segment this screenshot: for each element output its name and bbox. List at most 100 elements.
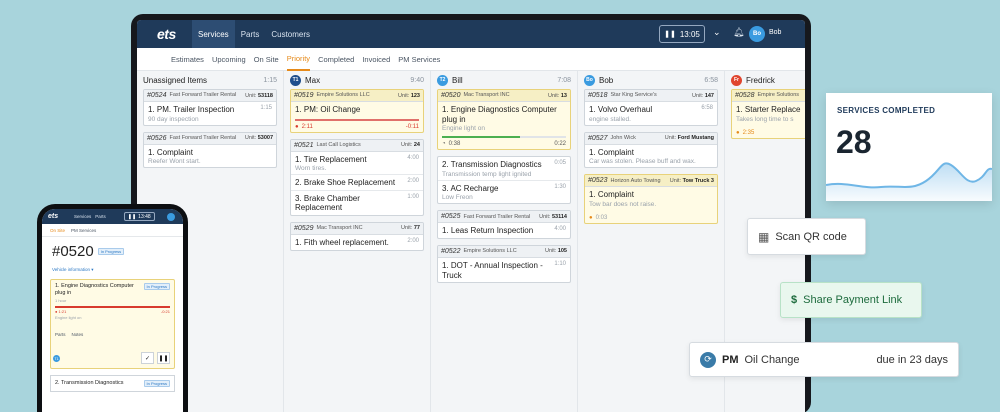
nav-tab-customers[interactable]: Customers bbox=[271, 29, 311, 39]
work-order-card[interactable]: 2. Transmission Diagnostics 0:05 Transmiss… bbox=[437, 156, 571, 205]
tab-on-site[interactable]: On Site bbox=[253, 54, 279, 64]
task-hours: 2:00 bbox=[407, 178, 419, 185]
column-title: Max bbox=[305, 75, 321, 85]
vehicle-info-toggle[interactable]: Vehicle information ▾ bbox=[42, 260, 183, 273]
pause-icon: ❚❚ bbox=[158, 355, 169, 362]
tech-avatar: T1 bbox=[290, 74, 301, 86]
work-order-card[interactable]: #0523 Horizon Auto Towing Unit: Tow Truck … bbox=[584, 174, 718, 224]
work-order-number: #0524 bbox=[147, 92, 167, 99]
task-item[interactable]: 1. PM: Oil Change ● 2:11 -0:11 bbox=[291, 102, 423, 132]
tab-completed[interactable]: Completed bbox=[318, 54, 355, 64]
mobile-tab-pm-services[interactable]: PM Services bbox=[71, 227, 97, 233]
task-item[interactable]: 1. Volvo Overhaul 6:58 engine stalled. bbox=[585, 102, 717, 125]
pm-service-name: Oil Change bbox=[744, 353, 800, 366]
avatar[interactable]: Bo bbox=[749, 26, 765, 42]
column-title: Fredrick bbox=[746, 75, 775, 85]
task-item[interactable]: 1. Engine Diagnostics Computer plug in En… bbox=[438, 102, 570, 149]
task-item[interactable]: 1. Complaint Tow bar does not raise. ● 0:03 bbox=[585, 187, 717, 223]
task-item[interactable]: 1. DOT - Annual Inspection - Truck 1:10 bbox=[438, 258, 570, 282]
overdue-icon: ● bbox=[295, 123, 299, 130]
task-item[interactable]: 2. Brake Shoe Replacement 2:00 bbox=[291, 174, 423, 190]
pm-label: PM bbox=[722, 353, 739, 366]
task-title: 1. Starter Replace bbox=[736, 105, 801, 114]
work-order-card[interactable]: #0522 Empire Solutions LLC Unit: 105 1. DOT… bbox=[437, 244, 571, 284]
customer-name: Empire Solutions bbox=[757, 92, 800, 99]
mobile-remaining-time: -0:21 bbox=[160, 309, 170, 315]
pm-due-notification[interactable]: ⟳ PM Oil Change due in 23 days bbox=[689, 342, 959, 377]
task-item[interactable]: 1. PM. Trailer Inspection 1:15 90 day insp… bbox=[144, 102, 276, 125]
unit-info: Unit: 53114 bbox=[539, 214, 567, 220]
mobile-tab-notes[interactable]: Notes bbox=[71, 332, 84, 338]
mobile-avatar[interactable] bbox=[166, 212, 175, 221]
work-order-card[interactable]: #0526 Fast Forward Trailer Rental Unit: 53… bbox=[143, 131, 277, 169]
share-payment-link-button[interactable]: $ Share Payment Link bbox=[780, 282, 922, 318]
mobile-tab-parts[interactable]: Parts bbox=[55, 332, 66, 338]
scan-qr-button[interactable]: ▦ Scan QR code bbox=[747, 218, 866, 255]
tab-pm-services[interactable]: PM Services bbox=[398, 54, 441, 64]
work-order-number: #0520 bbox=[52, 243, 94, 260]
complete-button[interactable]: ✓ bbox=[141, 352, 154, 364]
work-order-card[interactable]: #0520 Mac Transport INC Unit: 13 1. Engine … bbox=[437, 89, 571, 151]
work-order-number: #0520 bbox=[441, 92, 461, 99]
task-item[interactable]: 2. Transmission Diagnostics 0:05 Transmiss… bbox=[438, 157, 570, 180]
mobile-task-card[interactable]: 1. Engine Diagnostics Computer plug in I… bbox=[50, 279, 175, 369]
work-order-card[interactable]: #0524 Fast Forward Trailer Rental Unit: 53… bbox=[143, 89, 277, 126]
unit-value: Ford Mustang bbox=[677, 135, 714, 142]
tab-priority[interactable]: Priority bbox=[286, 48, 311, 71]
bell-icon[interactable]: 🔔︎ bbox=[733, 27, 745, 37]
board-column: Bo Bob 6:58 #0518 Star King Service's Unit: 1… bbox=[578, 71, 725, 412]
customer-name: Last Call Logistics bbox=[316, 141, 361, 148]
work-order-card[interactable]: #0519 Empire Solutions LLC Unit: 123 1. PM:… bbox=[290, 89, 424, 133]
chevron-down-icon[interactable]: ⌄ bbox=[713, 27, 721, 37]
card-header: #0524 Fast Forward Trailer Rental Unit: 53… bbox=[144, 90, 276, 102]
work-order-card[interactable]: #0518 Star King Service's Unit: 147 1. Volv… bbox=[584, 89, 718, 126]
nav-tab-services[interactable]: Services bbox=[192, 20, 235, 48]
mobile-nav-services[interactable]: Services bbox=[74, 214, 92, 219]
remaining-time: -0:11 bbox=[405, 123, 419, 130]
card-header: #0519 Empire Solutions LLC Unit: 123 bbox=[291, 90, 423, 102]
customer-name: Mac Transport INC bbox=[316, 225, 363, 232]
unit-value: 24 bbox=[413, 142, 420, 149]
mobile-tab-on-site[interactable]: On Site bbox=[50, 227, 66, 233]
task-item[interactable]: 3. AC Recharge 1:30 Low Freon bbox=[438, 179, 570, 204]
unit-label: Unit: bbox=[669, 177, 682, 184]
mobile-nav-parts[interactable]: Parts bbox=[95, 214, 106, 219]
nav-tab-parts[interactable]: Parts bbox=[240, 29, 260, 39]
task-item[interactable]: 1. Complaint Car was stolen. Please buff … bbox=[585, 145, 717, 168]
board-column: T1 Max 9:40 #0519 Empire Solutions LLC Unit: … bbox=[284, 71, 431, 412]
task-title: 1. Fith wheel replacement. bbox=[295, 237, 389, 247]
services-subnav: Estimates Upcoming On Site Priority Comp… bbox=[137, 48, 805, 71]
mobile-timer-button[interactable]: ❚❚ 13:48 bbox=[123, 212, 155, 221]
task-item[interactable]: 1. Fith wheel replacement. 2:00 bbox=[291, 235, 423, 250]
work-order-card[interactable]: #0528 Empire Solutions 1. Starter Replace… bbox=[731, 89, 805, 139]
task-item[interactable]: 1. Starter Replace Takes long time to s ● 2… bbox=[732, 102, 805, 138]
pause-button[interactable]: ❚❚ bbox=[157, 352, 170, 364]
task-note: Car was stolen. Please buff and wax. bbox=[589, 158, 696, 166]
tab-estimates[interactable]: Estimates bbox=[171, 54, 204, 64]
unit-label: Unit: bbox=[397, 92, 410, 99]
customer-name: Empire Solutions LLC bbox=[463, 248, 517, 255]
task-item[interactable]: 1. Leas Return Inspection 4:00 bbox=[438, 223, 570, 238]
tab-upcoming[interactable]: Upcoming bbox=[211, 54, 246, 64]
task-item[interactable]: 1. Complaint Reefer Wont start. bbox=[144, 145, 276, 168]
column-hours: 6:58 bbox=[704, 76, 718, 84]
card-header: #0523 Horizon Auto Towing Unit: Tow Truck … bbox=[585, 175, 717, 188]
task-item[interactable]: 1. Tire Replacement 4:00 Worn tires. bbox=[291, 152, 423, 175]
mobile-task-card[interactable]: 2. Transmission Diagnostics In Progress bbox=[50, 375, 175, 393]
mobile-task-note: Engine light on bbox=[55, 315, 82, 321]
work-order-card[interactable]: #0529 Mac Transport INC Unit: 77 1. Fith wh… bbox=[290, 221, 424, 251]
tab-invoiced[interactable]: Invoiced bbox=[362, 54, 391, 64]
work-order-card[interactable]: #0527 John Wick Unit: Ford Mustang 1. Compl… bbox=[584, 131, 718, 169]
task-hours: 1:30 bbox=[554, 183, 566, 190]
task-item[interactable]: 3. Brake Chamber Replacement 1:00 bbox=[291, 189, 423, 215]
customer-name: Fast Forward Trailer Rental bbox=[463, 213, 531, 220]
pause-icon: ❚❚ bbox=[664, 31, 676, 38]
clock-timer-button[interactable]: ❚❚ 13:05 bbox=[659, 25, 705, 43]
work-order-card[interactable]: #0521 Last Call Logistics Unit: 24 1. Tire … bbox=[290, 138, 424, 216]
recurring-icon: ⟳ bbox=[700, 351, 716, 368]
unit-label: Unit: bbox=[548, 92, 560, 99]
services-completed-value: 28 bbox=[836, 124, 872, 160]
pm-due-text: due in 23 days bbox=[876, 353, 948, 366]
user-name[interactable]: Bob bbox=[769, 29, 782, 36]
work-order-card[interactable]: #0525 Fast Forward Trailer Rental Unit: 53… bbox=[437, 210, 571, 239]
